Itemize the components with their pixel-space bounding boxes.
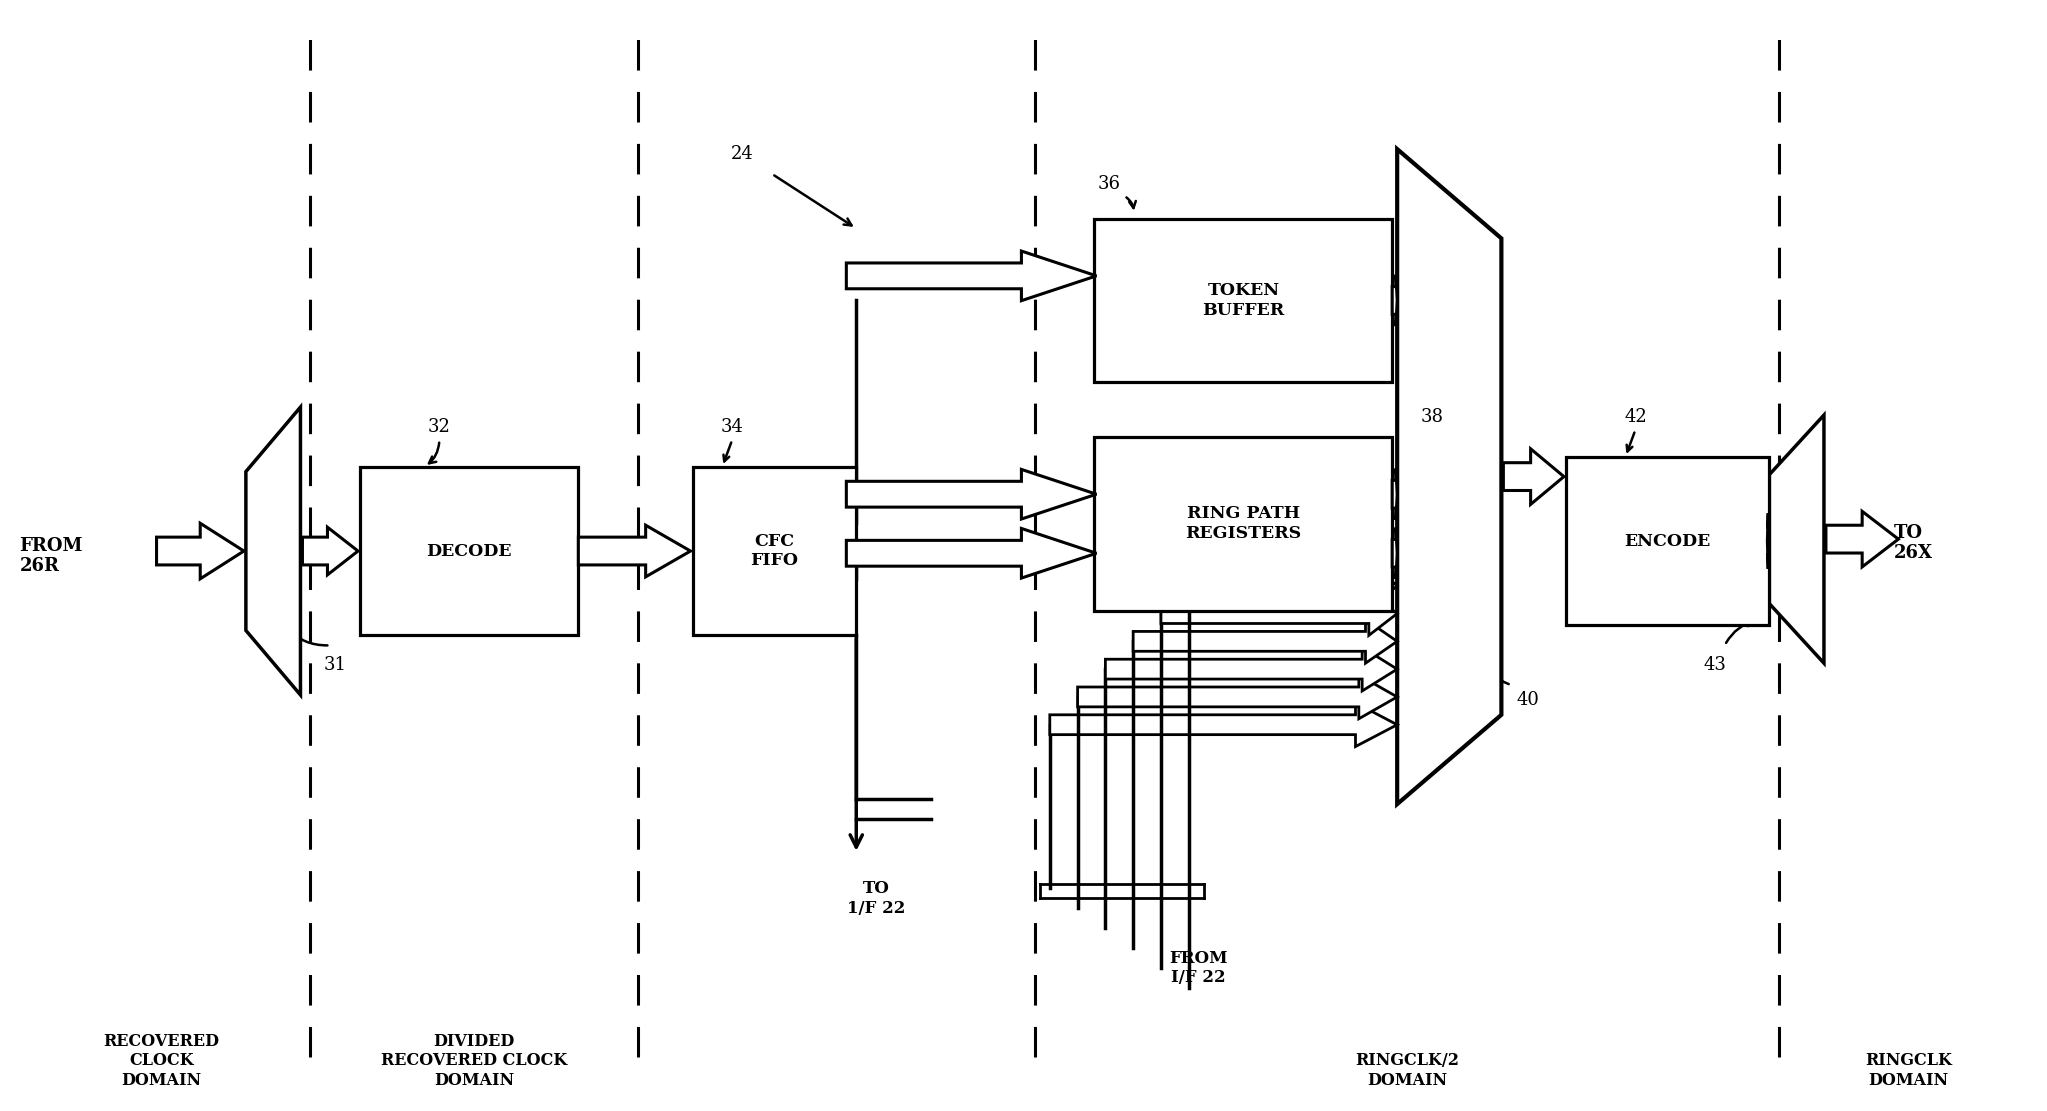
Text: RECOVERED
CLOCK
DOMAIN: RECOVERED CLOCK DOMAIN	[104, 1033, 219, 1089]
Text: 40: 40	[1517, 691, 1539, 709]
Polygon shape	[845, 529, 1097, 578]
Bar	[1095, 437, 1392, 611]
Text: RING PATH
REGISTERS: RING PATH REGISTERS	[1185, 506, 1302, 542]
Text: 34: 34	[721, 418, 743, 436]
Text: RINGCLK
DOMAIN: RINGCLK DOMAIN	[1865, 1052, 1951, 1089]
Text: 38: 38	[1421, 408, 1443, 426]
Text: 42: 42	[1623, 408, 1646, 426]
Polygon shape	[1398, 149, 1500, 804]
Text: TOKEN
BUFFER: TOKEN BUFFER	[1202, 282, 1283, 319]
Text: 31: 31	[323, 657, 346, 674]
Polygon shape	[246, 407, 301, 695]
Text: CFC
FIFO: CFC FIFO	[751, 533, 798, 569]
Polygon shape	[1105, 648, 1398, 691]
Polygon shape	[845, 251, 1097, 301]
Polygon shape	[1189, 564, 1398, 608]
Bar	[692, 467, 856, 635]
Polygon shape	[1392, 528, 1398, 579]
Text: FROM
26R: FROM 26R	[20, 537, 84, 575]
Text: DIVIDED
RECOVERED CLOCK
DOMAIN: DIVIDED RECOVERED CLOCK DOMAIN	[381, 1033, 567, 1089]
Polygon shape	[845, 470, 1097, 519]
Text: 32: 32	[428, 418, 450, 436]
Polygon shape	[579, 526, 690, 577]
Polygon shape	[1392, 469, 1398, 520]
Text: TO
26X: TO 26X	[1893, 523, 1932, 562]
Text: RINGCLK/2
DOMAIN: RINGCLK/2 DOMAIN	[1355, 1052, 1460, 1089]
Polygon shape	[1161, 592, 1398, 635]
Bar	[1095, 219, 1392, 382]
Polygon shape	[1077, 675, 1398, 719]
Polygon shape	[1769, 416, 1824, 663]
Text: DECODE: DECODE	[426, 542, 512, 560]
Text: ENCODE: ENCODE	[1625, 532, 1711, 550]
Text: 24: 24	[731, 146, 753, 163]
Bar	[1566, 457, 1769, 625]
Polygon shape	[1134, 620, 1398, 663]
Text: 36: 36	[1097, 174, 1122, 193]
Polygon shape	[156, 523, 244, 579]
Polygon shape	[1392, 274, 1398, 327]
Polygon shape	[1050, 703, 1398, 747]
Polygon shape	[1826, 511, 1898, 567]
Text: FROM
I/F 22: FROM I/F 22	[1169, 950, 1228, 987]
Text: TO
1/F 22: TO 1/F 22	[847, 880, 905, 917]
Text: 43: 43	[1703, 657, 1726, 674]
Polygon shape	[1502, 449, 1564, 504]
Polygon shape	[303, 528, 358, 574]
Bar	[360, 467, 579, 635]
